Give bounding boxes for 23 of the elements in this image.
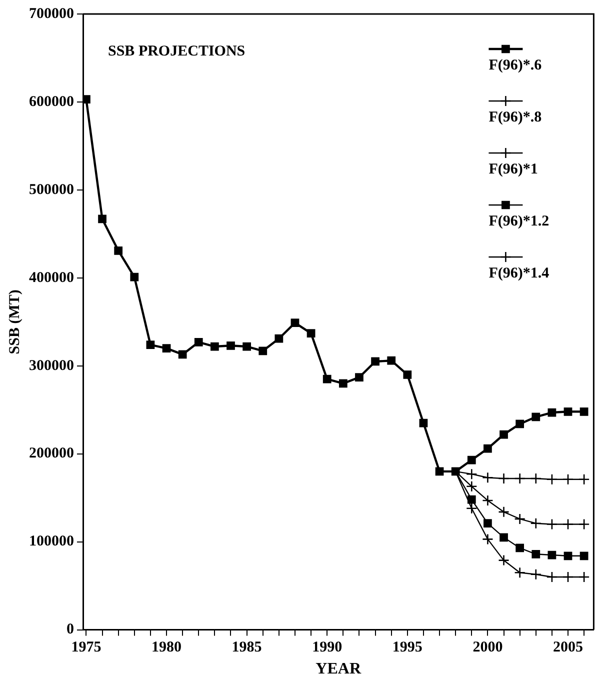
legend-label: F(96)*.6	[488, 57, 542, 74]
x-tick-label: 1975	[71, 640, 102, 656]
x-tick-label: 1990	[312, 640, 342, 656]
legend-label: F(96)*1.2	[488, 213, 550, 230]
y-tick-label: 700000	[29, 6, 74, 22]
y-tick-label: 200000	[29, 446, 74, 462]
y-tick-label: 100000	[29, 534, 74, 550]
x-tick-label: 2000	[472, 640, 503, 656]
x-tick-label: 1995	[392, 640, 422, 656]
y-axis-title: SSB (MT)	[6, 290, 23, 354]
x-tick-label: 2005	[553, 640, 584, 656]
legend-label: F(96)*.8	[488, 109, 542, 126]
y-tick-label: 300000	[29, 358, 74, 374]
y-tick-label: 400000	[29, 270, 74, 286]
annotation: SSB PROJECTIONS	[108, 43, 246, 60]
x-tick-label: 1980	[152, 640, 182, 656]
y-tick-label: 500000	[29, 182, 74, 198]
x-axis-title: YEAR	[316, 660, 362, 678]
legend-label: F(96)*1.4	[488, 265, 550, 282]
legend-label: F(96)*1	[488, 161, 538, 178]
y-tick-label: 0	[66, 622, 74, 638]
y-tick-label: 600000	[29, 94, 74, 110]
x-tick-label: 1985	[232, 640, 262, 656]
